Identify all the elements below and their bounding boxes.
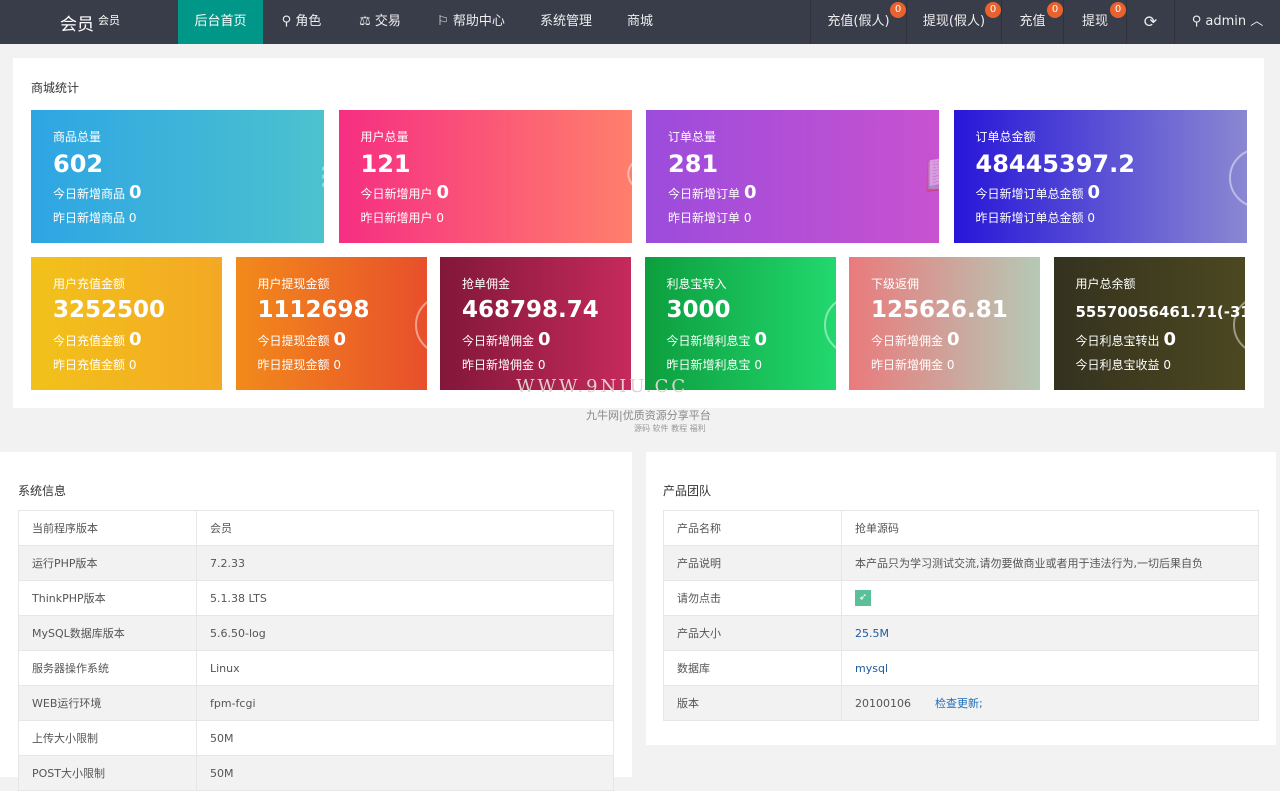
system-info-table: 当前程序版本 会员 运行PHP版本 7.2.33 ThinkPHP版本 5.1.38 LT…: [18, 510, 614, 791]
product-team-title: 产品团队: [663, 484, 712, 498]
rocket-icon[interactable]: ➶: [855, 590, 871, 606]
table-row: MySQL数据库版本 5.6.50-log: [18, 615, 614, 651]
nav-right-item-2[interactable]: 充值 0: [1001, 0, 1063, 44]
count-badge: 0: [1047, 2, 1063, 18]
table-row: 版本 20100106 检查更新;: [663, 685, 1259, 721]
top-navbar: 会员 会员 后台首页 ⚲ 角色 ⚖ 交易 ⚐ 帮助中心 系统管理 商城 充值(假人) 0 提现(…: [0, 0, 1280, 44]
chevron-up-icon: ︿: [1250, 14, 1264, 29]
stats-title: 商城统计: [31, 81, 80, 95]
user-icon: ⚲: [281, 14, 296, 29]
count-badge: 0: [985, 2, 1001, 18]
product-team-panel: 产品团队 产品名称 抢单源码 产品说明 本产品只为学习测试交流,请勿要做商业或者用于违…: [646, 452, 1276, 745]
count-badge: 0: [890, 2, 906, 18]
book-icon: 📖: [921, 148, 939, 208]
logo: 会员 会员: [60, 14, 120, 35]
scale-icon: ⚖: [359, 14, 375, 29]
stat-card[interactable]: 订单总金额 48445397.2 今日新增订单总金额 0 昨日新增订单总金额 0 …: [953, 110, 1247, 243]
table-row: ThinkPHP版本 5.1.38 LTS: [18, 580, 614, 616]
dollar-icon: $: [823, 295, 836, 355]
table-row: 服务器操作系统 Linux: [18, 650, 614, 686]
table-row: 请勿点击 ➶: [663, 580, 1259, 616]
nav-item-5[interactable]: 商城: [626, 14, 653, 29]
product-team-table: 产品名称 抢单源码 产品说明 本产品只为学习测试交流,请勿要做商业或者用于违法行为,一…: [663, 510, 1259, 721]
edit-icon: ✎: [210, 295, 223, 355]
table-row: 产品名称 抢单源码: [663, 510, 1259, 546]
dollar-icon: $: [414, 295, 427, 355]
layers-icon: ≋: [306, 148, 324, 208]
flag-icon: ⚐: [437, 14, 453, 29]
nav-right-item-3[interactable]: 提现 0: [1063, 0, 1126, 44]
nav-item-2[interactable]: ⚖ 交易: [359, 14, 401, 29]
edit-icon: ✎: [619, 295, 632, 355]
edit-icon: ✎: [1028, 295, 1041, 355]
nav-item-0[interactable]: 后台首页: [178, 0, 263, 44]
refresh-icon[interactable]: ⟳: [1126, 0, 1174, 44]
table-row: POST大小限制 50M: [18, 755, 614, 791]
check-update-link[interactable]: 检查更新;: [935, 697, 983, 710]
count-badge: 0: [1110, 2, 1126, 18]
table-row: 产品说明 本产品只为学习测试交流,请勿要做商业或者用于违法行为,一切后果自负: [663, 545, 1259, 581]
nav-item-1[interactable]: ⚲ 角色: [281, 14, 322, 29]
nav-item-4[interactable]: 系统管理: [539, 14, 592, 29]
nav-right-item-0[interactable]: 充值(假人) 0: [810, 0, 906, 44]
table-row: 当前程序版本 会员: [18, 510, 614, 546]
nav-item-3[interactable]: ⚐ 帮助中心: [437, 14, 505, 29]
table-row: 上传大小限制 50M: [18, 720, 614, 756]
users-icon: ⚇: [614, 148, 632, 208]
table-row: WEB运行环境 fpm-fcgi: [18, 685, 614, 721]
nav-right-item-1[interactable]: 提现(假人) 0: [906, 0, 1001, 44]
system-info-title: 系统信息: [18, 484, 67, 498]
system-info-panel: 系统信息 当前程序版本 会员 运行PHP版本 7.2.33 ThinkPHP版本 5.1.…: [0, 452, 632, 791]
user-menu[interactable]: ⚲ admin ︿: [1174, 0, 1280, 44]
watermark: WWW.9NIU.CC 九牛网|优质资源分享平台 源码 软件 教程 福利: [516, 376, 711, 433]
table-row: 运行PHP版本 7.2.33: [18, 545, 614, 581]
table-row: 数据库 mysql: [663, 650, 1259, 686]
user-icon: ⚲: [1191, 14, 1202, 29]
yen-icon: ¥: [1228, 148, 1247, 208]
table-row: 产品大小 25.5M: [663, 615, 1259, 651]
